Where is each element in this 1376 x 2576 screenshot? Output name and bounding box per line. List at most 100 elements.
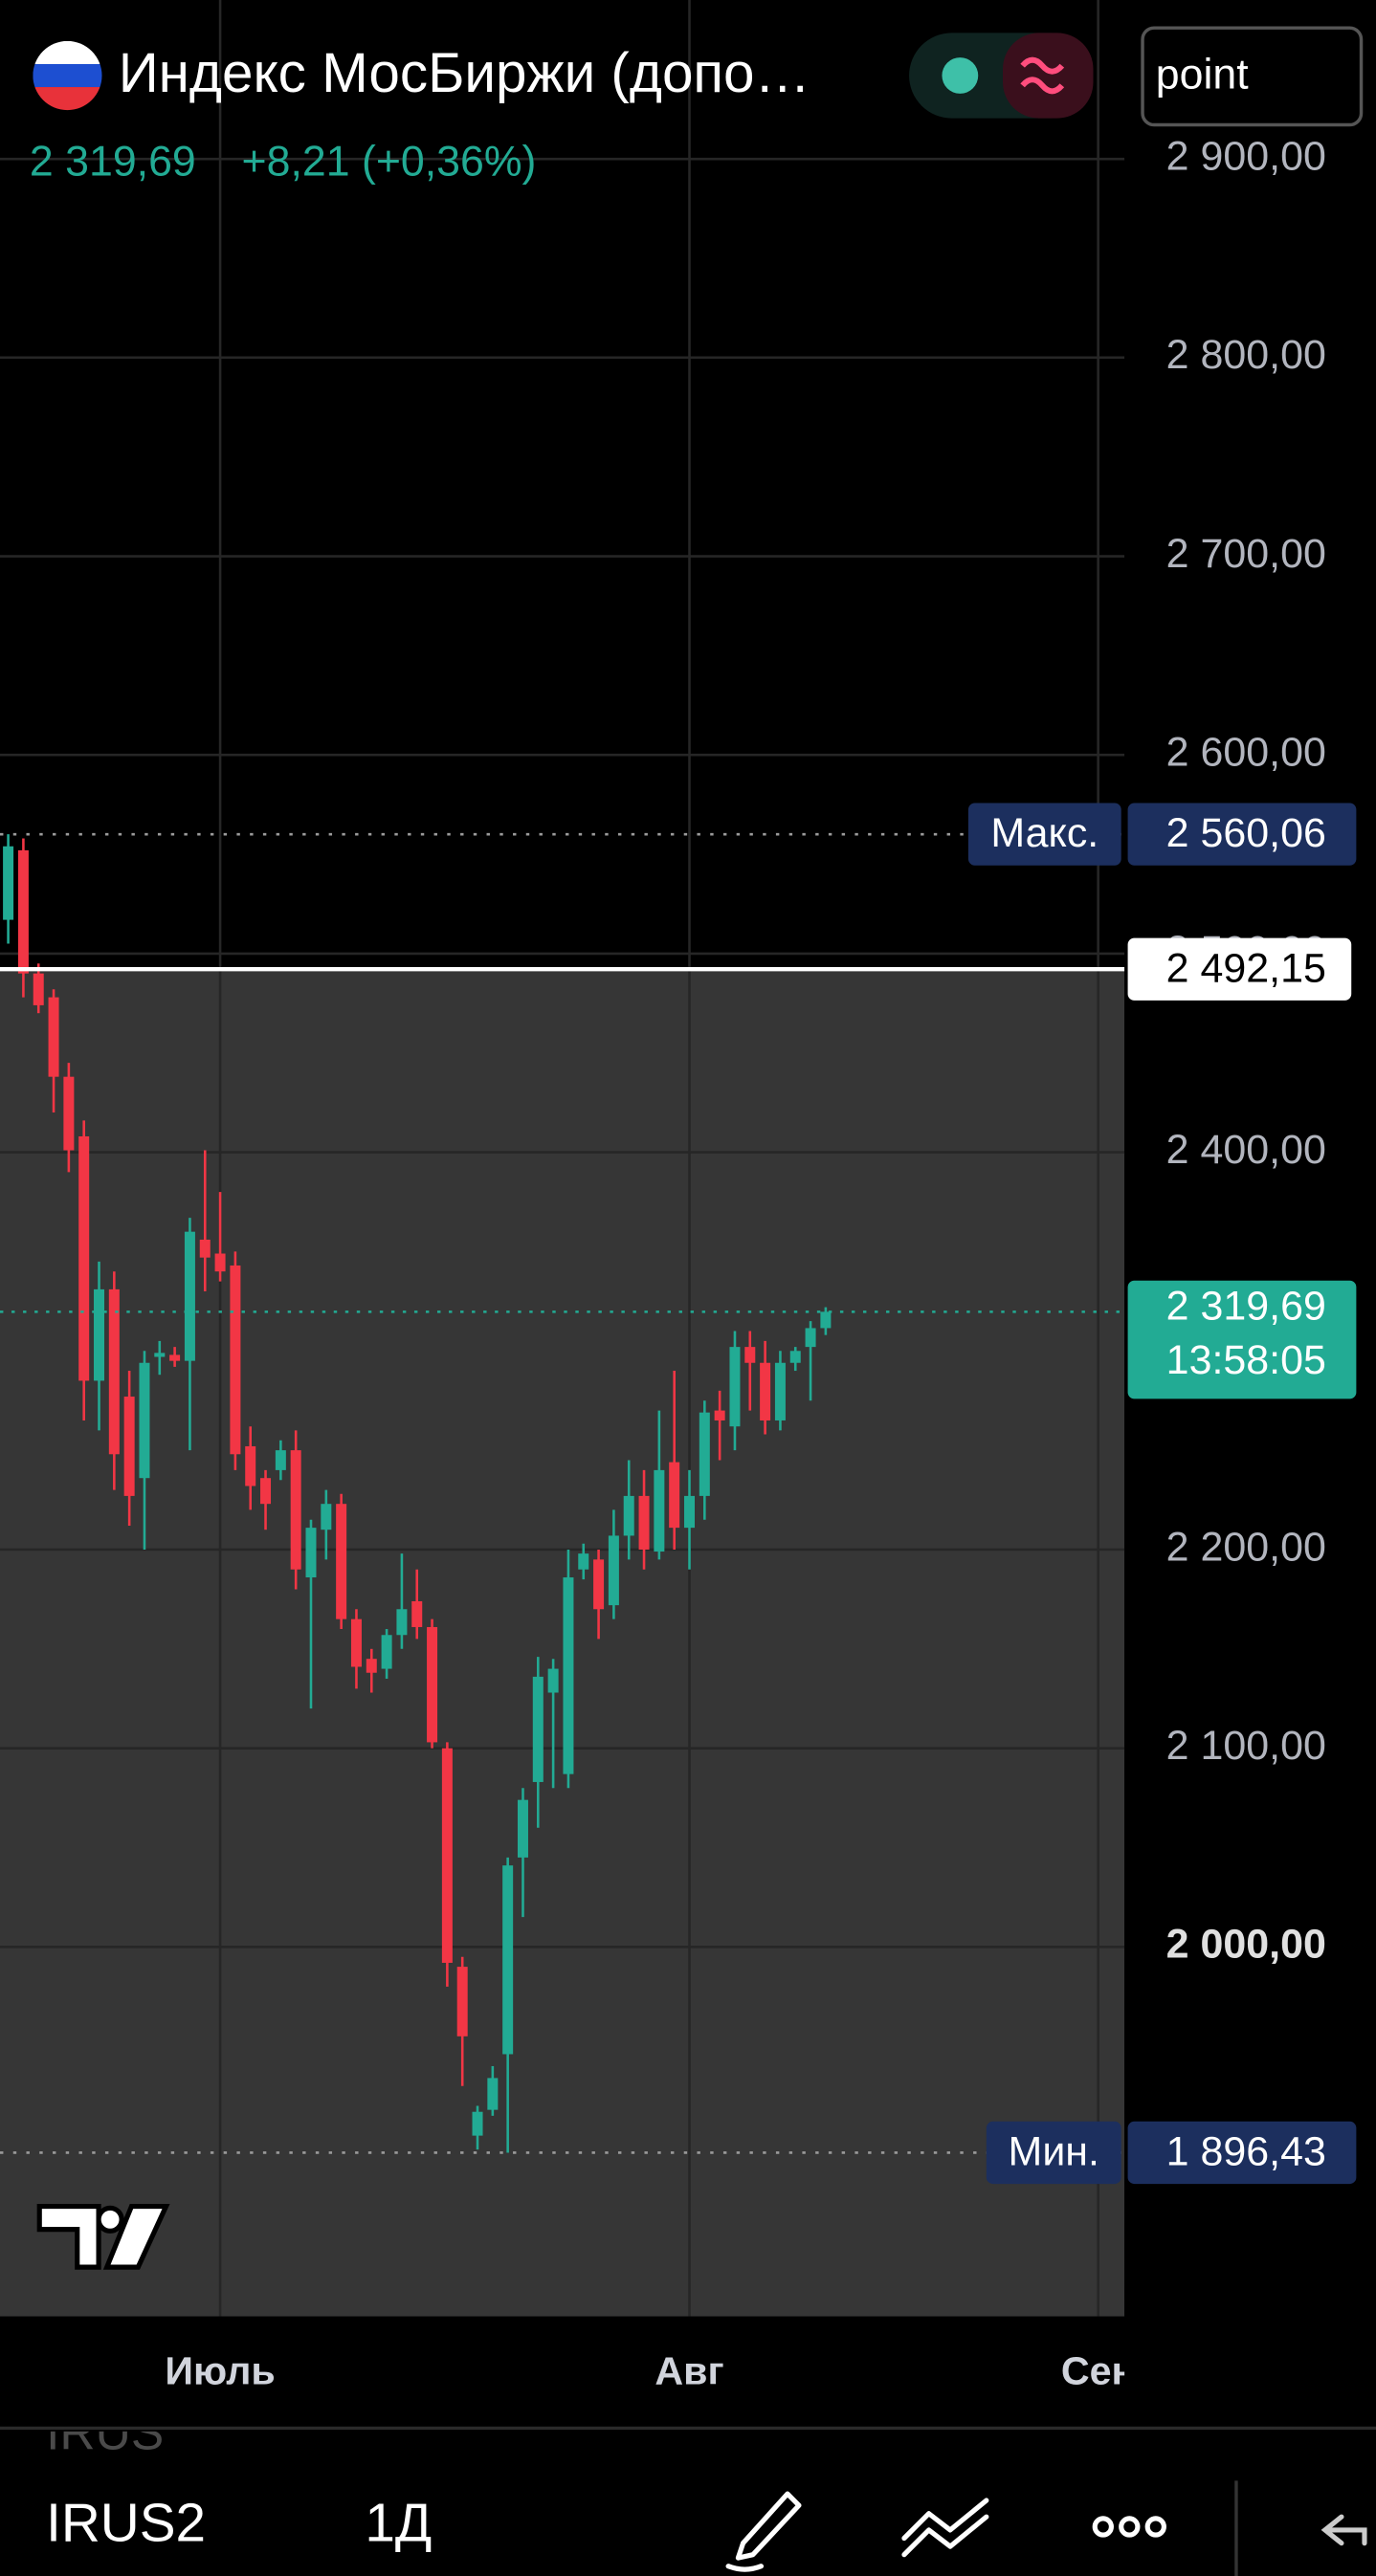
tv-logo [36, 2203, 170, 2270]
candle-body [654, 1469, 665, 1552]
candle-body [230, 1265, 241, 1455]
countdown: 13:58:05 [1166, 1337, 1326, 1383]
candle-body [669, 1462, 680, 1529]
y-tick-label: 2 400,00 [1166, 1127, 1326, 1173]
marker-name: Мин. [1009, 2129, 1099, 2175]
range-shade [0, 969, 1125, 2317]
y-tick-label: 2 000,00 [1166, 1922, 1326, 1968]
x-tick-label: Авг [655, 2349, 723, 2393]
toolbar: IRUS IRUS2 1Д [46, 2405, 1367, 2576]
interval-button[interactable]: 1Д [365, 2493, 432, 2553]
candle-body [350, 1618, 362, 1667]
last-price-box [1127, 1280, 1357, 1399]
wave-icon [1020, 56, 1065, 95]
candle-body [623, 1495, 634, 1536]
candle-body [169, 1354, 181, 1361]
symbol-hint: IRUS [46, 2405, 164, 2460]
candle-body [774, 1362, 786, 1420]
candle-body [532, 1676, 544, 1782]
flag [33, 40, 102, 111]
candle-body [108, 1288, 120, 1455]
crosshair-value: 2 492,15 [1166, 945, 1326, 991]
last-price-value: 2 319,69 [1166, 1283, 1326, 1329]
candle-body [78, 1135, 90, 1381]
candle-body [820, 1311, 832, 1329]
symbol-button[interactable]: IRUS2 [46, 2493, 206, 2553]
price: 2 319,69 [30, 139, 196, 186]
candle-body [336, 1504, 347, 1619]
candle-body [638, 1495, 650, 1550]
candle-body [714, 1410, 725, 1420]
y-tick-label: 2 200,00 [1166, 1524, 1326, 1570]
x-tick-label: Июль [165, 2349, 275, 2393]
candle-body [275, 1450, 286, 1470]
candle-body [214, 1253, 226, 1272]
candle-body [3, 846, 14, 920]
marker-value-box [1127, 803, 1357, 866]
x-tick-label: Сен [1061, 2349, 1136, 2393]
candle-body [487, 2078, 499, 2110]
candle-body [729, 1347, 741, 1427]
candle-body [684, 1495, 696, 1529]
indicators-icon[interactable] [901, 2498, 989, 2558]
candle-body [789, 1351, 801, 1363]
candles [3, 834, 832, 2153]
back-icon[interactable] [1321, 2514, 1367, 2546]
x-axis: Июль Авг Сен [165, 2349, 1136, 2393]
marker-value: 2 560,06 [1166, 810, 1326, 856]
candle-body [366, 1659, 377, 1673]
candle-body [184, 1231, 195, 1361]
marker-name: Макс. [990, 810, 1099, 856]
candle-body [805, 1328, 816, 1348]
y-axis: 2 000,002 100,002 200,002 400,002 500,00… [1166, 133, 1326, 1967]
candle-body [472, 2111, 483, 2136]
candle-body [411, 1600, 423, 1627]
candle-body [396, 1609, 408, 1636]
toggle-right[interactable] [1003, 33, 1094, 119]
candle-body [563, 1577, 574, 1774]
candle-body [441, 1748, 453, 1963]
candle-body [94, 1288, 105, 1381]
candle-body [427, 1626, 438, 1743]
marker-value: 1 896,43 [1166, 2129, 1326, 2175]
candle-body [608, 1535, 619, 1606]
price-change: +8,21 (+0,36%) [242, 139, 537, 186]
candle-body [744, 1347, 756, 1363]
candle-body [547, 1668, 559, 1693]
symbol-title[interactable]: Индекс МосБиржи (допо… [119, 42, 810, 104]
candle-body [154, 1353, 166, 1357]
status-dot [942, 57, 979, 94]
y-tick-label: 2 600,00 [1166, 730, 1326, 776]
search-input[interactable] [1141, 26, 1364, 127]
price-lines [0, 832, 1125, 2154]
marker-name-box [967, 803, 1121, 866]
candle-body [381, 1635, 392, 1669]
candle-body [456, 1967, 468, 2037]
candle-body [48, 997, 59, 1077]
candle-body [139, 1362, 150, 1479]
candle-body [17, 849, 29, 974]
candle-body [290, 1450, 301, 1570]
candle-body [321, 1504, 332, 1530]
grid [0, 0, 1125, 2317]
header: Индекс МосБиржи (допо… 2 319,69 +8,21 (+… [30, 26, 1364, 186]
more-icon[interactable] [1092, 2516, 1166, 2538]
candle-body [593, 1559, 605, 1610]
y-tick-label: 2 700,00 [1166, 531, 1326, 577]
y-tick-label: 2 800,00 [1166, 332, 1326, 378]
y-tick-label: 2 900,00 [1166, 133, 1326, 179]
candle-body [260, 1478, 272, 1505]
candle-body [199, 1239, 211, 1258]
crosshair-box [1127, 937, 1352, 1001]
candle-body [305, 1528, 317, 1578]
candle-body [123, 1397, 135, 1496]
candle-body [502, 1865, 514, 2055]
candle-body [578, 1553, 589, 1570]
draw-icon[interactable] [725, 2491, 802, 2572]
plot-area [0, 0, 1125, 2317]
candle-body [760, 1362, 771, 1420]
marker-value-box [1127, 2121, 1357, 2185]
candle-body [245, 1445, 256, 1486]
